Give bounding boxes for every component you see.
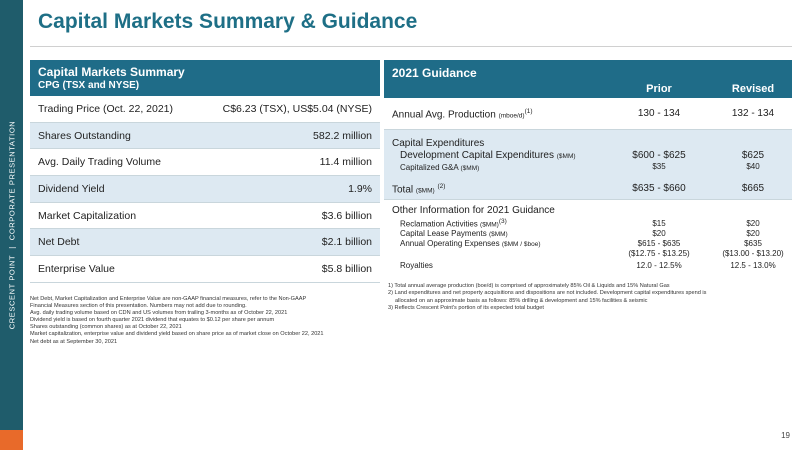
page-number: 19 [781, 431, 790, 440]
table-row: Market Capitalization $3.6 billion [30, 203, 380, 230]
summary-subheading: CPG (TSX and NYSE) [38, 80, 140, 91]
summary-heading: Capital Markets Summary [38, 65, 185, 79]
col-prior: Prior [646, 83, 672, 95]
side-label: CRESCENT POINT|CORPORATE PRESENTATION [7, 120, 17, 330]
production-row: Annual Avg. Production (mboe/d)(1) 130 -… [384, 98, 792, 130]
other-info-section: Other Information for 2021 Guidance Recl… [392, 205, 784, 270]
side-accent [0, 430, 23, 450]
summary-footnotes: Net Debt, Market Capitalization and Ente… [30, 296, 324, 345]
summary-header: Capital Markets Summary CPG (TSX and NYS… [30, 60, 380, 96]
table-row: Trading Price (Oct. 22, 2021) C$6.23 (TSX… [30, 96, 380, 123]
title-divider [30, 46, 792, 47]
table-row: Shares Outstanding 582.2 million [30, 122, 380, 150]
guidance-footnotes: 1) Total annual average production (boe/… [388, 283, 707, 312]
table-row: Avg. Daily Trading Volume 11.4 million [30, 149, 380, 177]
capex-section: Capital Expenditures Development Capital… [384, 130, 792, 200]
table-row: Enterprise Value $5.8 billion [30, 256, 380, 283]
capital-markets-summary-table: Capital Markets Summary CPG (TSX and NYS… [30, 60, 380, 283]
page-title: Capital Markets Summary & Guidance [38, 10, 418, 33]
table-row: Dividend Yield 1.9% [30, 176, 380, 203]
table-row: Net Debt $2.1 billion [30, 229, 380, 257]
side-strip: CRESCENT POINT|CORPORATE PRESENTATION [0, 0, 23, 450]
col-revised: Revised [731, 83, 775, 95]
guidance-header: 2021 Guidance Prior Revised [384, 60, 792, 98]
guidance-table: 2021 Guidance Prior Revised Annual Avg. … [384, 60, 792, 279]
guidance-heading: 2021 Guidance [392, 66, 477, 80]
